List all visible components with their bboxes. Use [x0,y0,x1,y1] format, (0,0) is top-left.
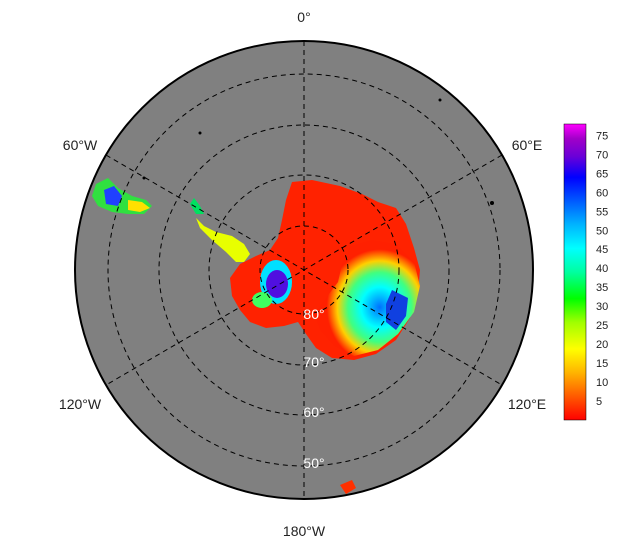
colorbar-tick-label: 15 [596,358,608,370]
colorbar-tick-label: 30 [596,301,608,313]
colorbar-tick-label: 60 [596,187,608,199]
colorbar-tick-label: 65 [596,168,608,180]
southern-island [340,480,356,494]
east-antarctica-blue-core [386,290,408,330]
colorbar-tick-label: 55 [596,206,608,218]
island-dot-4 [142,176,146,180]
colorbar-ticks: 75 70 65 60 55 50 45 40 35 30 25 20 15 10 5 [596,130,608,408]
lat-label-80: 80° [303,306,324,322]
colorbar-tick-label: 40 [596,263,608,275]
lon-label-top: 0° [297,9,310,25]
lon-label-upper-left: 60°W [63,137,98,153]
lon-label-bottom: 180°W [283,523,326,539]
lon-label-lower-left: 120°W [59,396,102,412]
colorbar-tick-label: 45 [596,244,608,256]
south-america-tip-yellow [128,200,150,212]
colorbar-tick-label: 25 [596,320,608,332]
lat-label-70: 70° [303,354,324,370]
lon-label-upper-right: 60°E [512,137,543,153]
colorbar-tick-label: 5 [596,396,602,408]
lat-label-60: 60° [303,404,324,420]
meridian-60e-120w [105,154,503,386]
west-antarctica-ring [252,292,272,308]
colorbar-gradient [563,123,587,421]
map-content [92,98,494,494]
antarctic-peninsula [196,218,250,262]
lon-label-lower-right: 120°E [508,396,546,412]
island-dot-3 [198,131,202,135]
colorbar-tick-label: 10 [596,377,608,389]
colorbar-tick-label: 20 [596,339,608,351]
colorbar-tick-label: 75 [596,130,608,142]
lat-label-50: 50° [303,455,324,471]
south-america-tip-blue [104,186,122,206]
colorbar-tick-label: 50 [596,225,608,237]
west-antarctica-core [266,270,288,298]
island-dot-2 [438,98,442,102]
colorbar-tick-label: 35 [596,282,608,294]
colorbar-tick-label: 70 [596,149,608,161]
island-dot-1 [490,201,494,205]
colorbar: 75 70 65 60 55 50 45 40 35 30 25 20 15 10 5 [563,123,608,421]
longitude-grid [105,41,503,499]
